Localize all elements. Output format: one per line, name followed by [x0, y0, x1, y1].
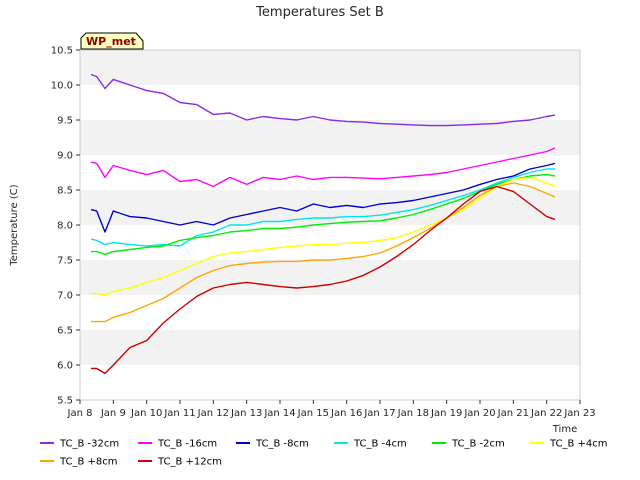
legend-item: TC_B -32cm	[40, 439, 119, 450]
legend-item: TC_B +4cm	[530, 439, 608, 450]
legend-label: TC_B -16cm	[157, 439, 217, 450]
grid-bands	[80, 50, 580, 400]
grid-band	[80, 295, 580, 330]
badge-label: WP_met	[86, 35, 136, 48]
y-tick-label: 7.0	[57, 291, 73, 302]
grid-band	[80, 365, 580, 400]
grid-band	[80, 120, 580, 155]
x-tick-label: Jan 14	[263, 408, 295, 419]
grid-band	[80, 260, 580, 295]
x-axis-label: Time	[552, 424, 577, 435]
legend-label: TC_B -8cm	[255, 439, 309, 450]
series-line-tc-b-16cm	[90, 147, 556, 188]
grid-band	[80, 330, 580, 365]
x-tick-label: Jan 10	[130, 408, 162, 419]
legend-label: TC_B -4cm	[353, 439, 407, 450]
y-axis-label: Temperature (C)	[9, 184, 20, 266]
y-tick-label: 8.5	[57, 186, 73, 197]
legend-item: TC_B -16cm	[138, 439, 217, 450]
series-line-tc-b-8cm	[90, 162, 556, 233]
y-tick-label: 10.5	[51, 46, 73, 57]
legend-label: TC_B +12cm	[157, 457, 222, 468]
y-axis: 5.5 6.0 6.5 7.0 7.5 8.0 8.5 9.0 9.5 10.0 10.5	[51, 46, 80, 407]
x-tick-label: Jan 13	[230, 408, 262, 419]
x-tick-label: Jan 17	[363, 408, 395, 419]
series-lines	[90, 73, 556, 375]
grid-band	[80, 225, 580, 260]
legend-item: TC_B -8cm	[236, 439, 309, 450]
y-tick-label: 7.5	[57, 256, 73, 267]
series-line-tc-b-32cm	[90, 73, 556, 127]
chart-title: Temperatures Set B	[255, 5, 384, 20]
x-tick-label: Jan 19	[430, 408, 462, 419]
x-tick-label: Jan 21	[497, 408, 529, 419]
legend-item: TC_B -4cm	[334, 439, 407, 450]
legend-label: TC_B -32cm	[59, 439, 119, 450]
y-tick-label: 6.5	[57, 326, 73, 337]
x-tick-label: Jan 20	[463, 408, 495, 419]
station-badge: WP_met	[80, 32, 144, 50]
y-tick-label: 5.5	[57, 396, 73, 407]
x-tick-label: Jan 23	[563, 408, 595, 419]
grid-band	[80, 50, 580, 85]
series-line-tc-b-12cm	[91, 185, 556, 375]
grid-band	[80, 85, 580, 120]
y-tick-label: 6.0	[57, 361, 73, 372]
legend: TC_B -32cm TC_B -16cm TC_B -8cm TC_B -4cm TC…	[40, 439, 608, 468]
legend-item: TC_B +12cm	[138, 457, 222, 468]
legend-label: TC_B -2cm	[451, 439, 505, 450]
y-tick-label: 10.0	[51, 81, 73, 92]
y-tick-label: 9.0	[57, 151, 73, 162]
x-tick-label: Jan 12	[197, 408, 229, 419]
x-tick-label: Jan 18	[397, 408, 429, 419]
series-line-tc-b-4cm	[90, 168, 555, 247]
badge-box	[80, 32, 144, 50]
legend-label: TC_B +8cm	[59, 457, 118, 468]
series-line-tc-b-8cm	[91, 182, 556, 323]
x-tick-label: Jan 9	[100, 408, 126, 419]
x-axis: Jan 8 Jan 9 Jan 10 Jan 11 Jan 12 Jan 13 Jan 14…	[67, 400, 596, 419]
legend-label: TC_B +4cm	[549, 439, 608, 450]
x-tick-label: Jan 15	[297, 408, 329, 419]
y-tick-label: 9.5	[57, 116, 73, 127]
x-tick-label: Jan 11	[163, 408, 195, 419]
x-tick-label: Jan 8	[67, 408, 93, 419]
x-tick-label: Jan 22	[530, 408, 562, 419]
legend-item: TC_B -2cm	[432, 439, 505, 450]
series-line-tc-b-4cm	[91, 176, 556, 296]
legend-item: TC_B +8cm	[40, 457, 118, 468]
x-tick-label: Jan 16	[330, 408, 362, 419]
y-tick-label: 8.0	[57, 221, 73, 232]
